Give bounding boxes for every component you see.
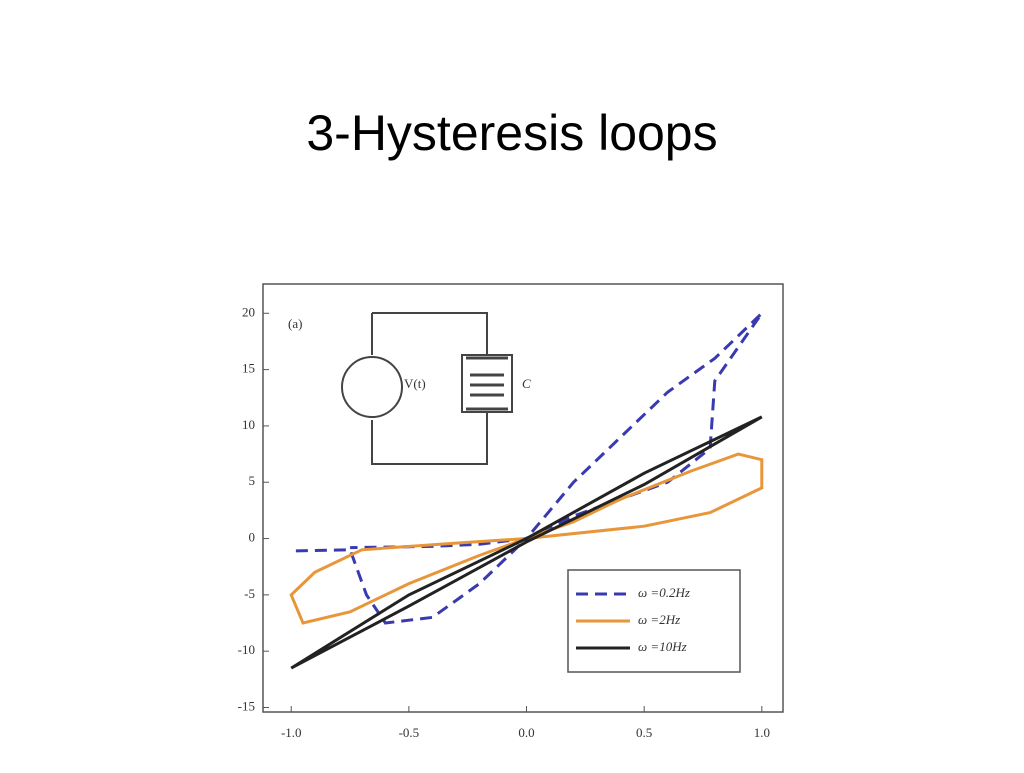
x-tick-label: 0.5	[636, 725, 652, 740]
y-tick-label: 10	[242, 417, 255, 432]
legend-label: ω =2Hz	[638, 612, 680, 627]
x-tick-label: -1.0	[281, 725, 302, 740]
y-tick-label: 5	[249, 473, 256, 488]
y-tick-label: 20	[242, 304, 255, 319]
y-tick-label: 0	[249, 530, 256, 545]
panel-label: (a)	[288, 316, 302, 331]
series-line	[290, 415, 763, 670]
source-label: V(t)	[404, 376, 426, 391]
x-tick-label: 1.0	[754, 725, 770, 740]
y-tick-label: -15	[238, 698, 255, 713]
legend-label: ω =10Hz	[638, 639, 687, 654]
capacitor-label: C	[522, 376, 531, 391]
y-tick-label: -5	[244, 586, 255, 601]
slide-title: 3-Hysteresis loops	[306, 105, 717, 161]
y-tick-label: 15	[242, 361, 255, 376]
y-tick-label: -10	[238, 642, 255, 657]
plot-frame	[262, 283, 784, 713]
legend-label: ω =0.2Hz	[638, 585, 690, 600]
circuit-inset	[341, 312, 513, 465]
x-tick-label: 0.0	[518, 725, 534, 740]
x-tick-label: -0.5	[399, 725, 420, 740]
